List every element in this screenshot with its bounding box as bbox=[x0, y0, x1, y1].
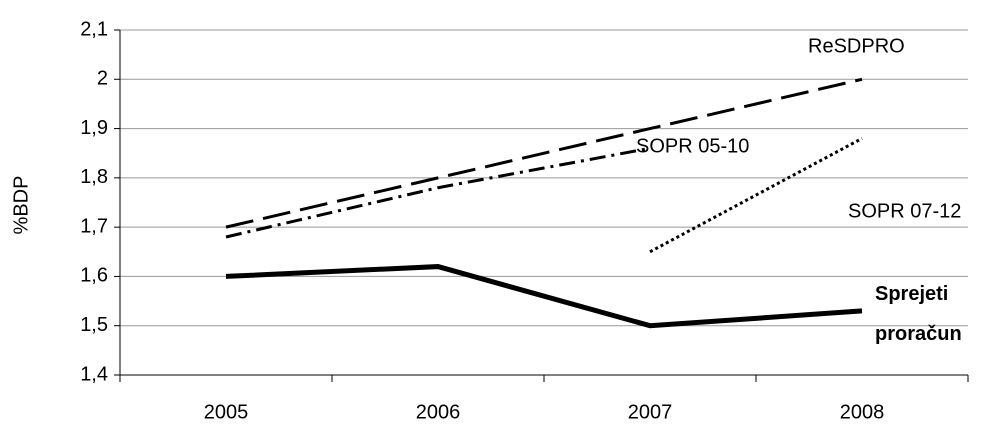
x-tick-label: 2007 bbox=[628, 401, 673, 423]
series-line bbox=[649, 137, 863, 254]
series-label: Sprejeti proračun bbox=[875, 283, 962, 345]
y-tick-label: 1,5 bbox=[80, 314, 108, 336]
y-tick-label: 2 bbox=[97, 68, 108, 90]
series-label-line: Sprejeti bbox=[875, 283, 954, 305]
y-tick-label: 1,4 bbox=[80, 363, 108, 385]
series-label: SOPR 05-10 bbox=[636, 135, 749, 157]
x-tick-label: 2005 bbox=[204, 401, 249, 423]
series-label-line: proračun bbox=[875, 323, 962, 345]
y-axis-label: %BDP bbox=[10, 176, 32, 235]
series-line bbox=[225, 77, 863, 229]
x-tick-label: 2008 bbox=[840, 401, 885, 423]
series-label: SOPR 07-12 bbox=[848, 200, 961, 222]
y-tick-label: 1,7 bbox=[80, 215, 108, 237]
series-line bbox=[225, 146, 651, 239]
y-tick-label: 1,8 bbox=[80, 166, 108, 188]
y-tick-label: 1,6 bbox=[80, 265, 108, 287]
y-tick-label: 2,1 bbox=[80, 18, 108, 40]
x-tick-label: 2006 bbox=[416, 401, 461, 423]
y-tick-label: 1,9 bbox=[80, 117, 108, 139]
series-line bbox=[225, 264, 863, 329]
series-label: ReSDPRO bbox=[808, 35, 905, 57]
